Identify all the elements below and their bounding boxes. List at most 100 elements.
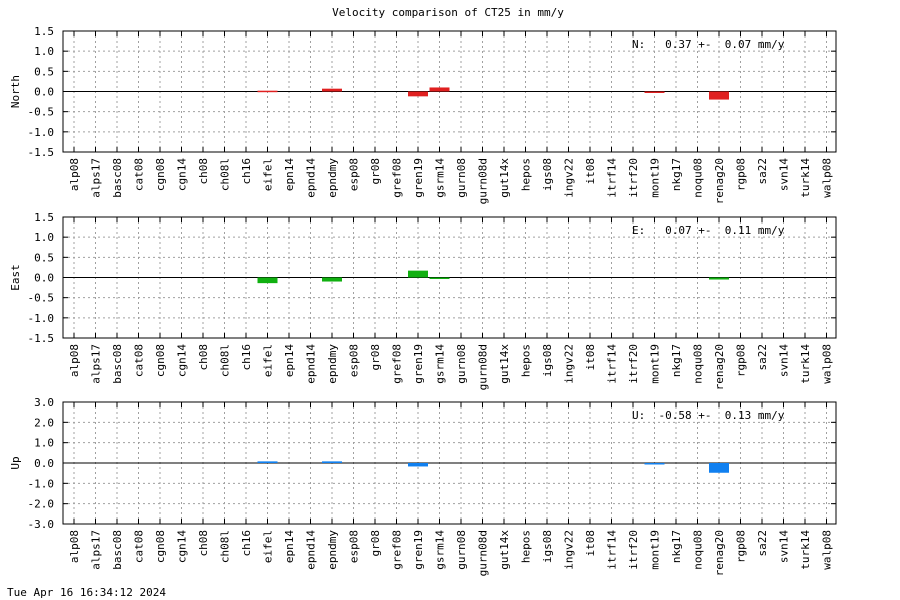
x-tick-label: ingv22 — [563, 530, 576, 570]
panel-up: 3.0 2.0 1.0 0.0 -1.0 -2.0 -3.0 alp08 alps17 basc0… — [9, 396, 837, 576]
velocity-annotation: N: 0.37 +- 0.07 mm/y — [632, 38, 785, 51]
panel-north: 1.5 1.0 0.5 0.0 -0.5 -1.0 -1.5 alp08 alps17 basc0… — [9, 25, 837, 204]
bar-epndmy — [322, 88, 342, 92]
x-tick-label: gut14x — [498, 344, 511, 384]
bar-mont19 — [644, 91, 665, 93]
x-tick-label: igs08 — [541, 344, 554, 377]
y-tick-label: -1.5 — [28, 332, 55, 345]
x-tick-label: gsrm14 — [434, 158, 447, 198]
x-tick-label: hepos — [520, 530, 533, 563]
x-tick-label: gr08 — [369, 158, 382, 185]
x-tick-label: gsrm14 — [434, 530, 447, 570]
y-tick-label: 0.0 — [34, 457, 54, 470]
x-tick-label: cat08 — [133, 158, 146, 191]
x-tick-label: gr08 — [369, 530, 382, 557]
x-tick-label: epnd14 — [305, 158, 318, 198]
velocity-annotation: U: -0.58 +- 0.13 mm/y — [632, 409, 785, 422]
x-tick-label: sa22 — [756, 158, 769, 185]
x-tick-label: gurn08 — [455, 530, 468, 570]
x-tick-label: gren19 — [412, 530, 425, 570]
x-tick-label: gut14x — [498, 158, 511, 198]
x-tick-label: igs08 — [541, 530, 554, 563]
bar-epndmy — [322, 277, 342, 282]
x-tick-label: alp08 — [68, 344, 81, 377]
x-tick-label: it08 — [584, 530, 597, 557]
x-tick-label: esp08 — [348, 530, 361, 563]
plot-frame — [62, 401, 837, 525]
y-tick-label: -1.0 — [28, 477, 55, 490]
x-tick-label: alp08 — [68, 158, 81, 191]
y-tick-label: 2.0 — [34, 416, 54, 429]
x-tick-label: cgn08 — [154, 530, 167, 563]
y-tick-label: 0.0 — [34, 86, 54, 99]
x-tick-label: gr08 — [369, 344, 382, 371]
x-tick-label: sa22 — [756, 530, 769, 557]
x-tick-label: rgp08 — [735, 530, 748, 563]
x-tick-label: svn14 — [778, 158, 791, 191]
plot-frame — [62, 216, 837, 339]
x-tick-label: epndmy — [326, 158, 339, 198]
x-tick-label: gurn08d — [477, 158, 490, 204]
x-tick-label: hepos — [520, 158, 533, 191]
x-tick-label: hepos — [520, 344, 533, 377]
y-tick-label: -1.0 — [28, 126, 55, 139]
x-tick-label: itrf20 — [627, 158, 640, 198]
y-tick-label: 1.0 — [34, 437, 54, 450]
y-tick-label: 1.0 — [34, 231, 54, 244]
x-tick-label: basc08 — [111, 344, 124, 384]
x-tick-label: mont19 — [649, 344, 662, 384]
x-tick-label: renag20 — [713, 158, 726, 204]
x-tick-label: ch08 — [197, 530, 210, 557]
x-tick-label: renag20 — [713, 344, 726, 390]
x-tick-label: rgp08 — [735, 158, 748, 191]
plot-frame — [62, 30, 837, 153]
bar-eifel — [257, 90, 278, 93]
x-tick-label: alp08 — [68, 530, 81, 563]
x-tick-label: epndmy — [326, 344, 339, 384]
chart-title: Velocity comparison of CT25 in mm/y — [332, 6, 564, 19]
x-tick-label: gren19 — [412, 158, 425, 198]
x-tick-label: ch08 — [197, 158, 210, 185]
bar-gsrm14 — [429, 277, 450, 279]
y-tick-label: 0.0 — [34, 272, 54, 285]
y-tick-label: 3.0 — [34, 396, 54, 409]
y-tick-label: -1.0 — [28, 312, 55, 325]
x-tick-label: rgp08 — [735, 344, 748, 377]
x-tick-label: cat08 — [133, 344, 146, 377]
x-tick-label: nkg17 — [670, 530, 683, 563]
x-tick-label: itrf14 — [606, 158, 619, 198]
bar-gren19 — [408, 91, 428, 97]
x-tick-label: mont19 — [649, 530, 662, 570]
x-tick-label: svn14 — [778, 530, 791, 563]
x-tick-label: cgn08 — [154, 158, 167, 191]
y-tick-label: -3.0 — [28, 518, 55, 531]
x-tick-label: cgn14 — [176, 344, 189, 377]
x-tick-label: ch08l — [219, 158, 232, 191]
y-tick-label: -1.5 — [28, 146, 55, 159]
x-tick-label: eifel — [262, 530, 275, 563]
x-tick-label: ch16 — [240, 344, 253, 371]
bar-eifel — [257, 277, 278, 284]
x-tick-label: eifel — [262, 344, 275, 377]
x-tick-label: epndmy — [326, 530, 339, 570]
y-tick-label: -0.5 — [28, 292, 55, 305]
x-tick-label: ingv22 — [563, 344, 576, 384]
bar-epndmy — [322, 461, 342, 463]
x-tick-label: gref08 — [391, 530, 404, 570]
x-tick-label: gref08 — [391, 158, 404, 198]
y-tick-label: 1.0 — [34, 45, 54, 58]
y-axis-label: East — [9, 264, 22, 291]
x-tick-label: itrf14 — [606, 344, 619, 384]
x-tick-label: cgn14 — [176, 530, 189, 563]
x-tick-label: gurn08d — [477, 344, 490, 390]
x-tick-label: epnd14 — [305, 344, 318, 384]
x-tick-label: itrf20 — [627, 530, 640, 570]
x-tick-label: gurn08d — [477, 530, 490, 576]
x-tick-label: it08 — [584, 344, 597, 371]
x-tick-label: gref08 — [391, 344, 404, 384]
x-tick-label: epn14 — [283, 530, 296, 563]
x-tick-label: epn14 — [283, 344, 296, 377]
x-tick-label: sa22 — [756, 344, 769, 371]
x-tick-label: alps17 — [90, 530, 103, 570]
